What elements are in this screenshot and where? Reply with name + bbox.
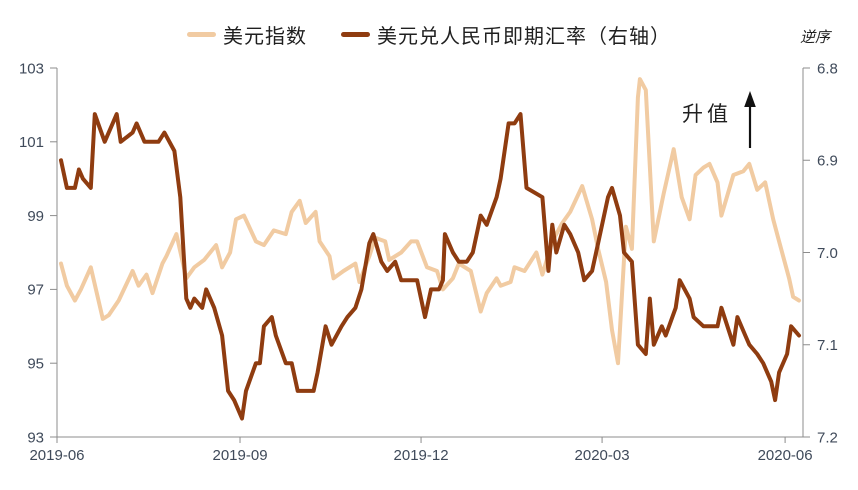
usdcny-line-series — [59, 112, 801, 421]
up-arrow-icon — [744, 91, 756, 148]
left-axis-tick-label: 101 — [19, 134, 44, 151]
right-axis-tick-label: 6.8 — [817, 60, 838, 77]
x-axis-tick-label: 2019-09 — [212, 447, 267, 464]
legend-label-usdcny: 美元兑人民币即期汇率（右轴） — [377, 24, 671, 48]
right-axis-tick-label: 7.1 — [817, 337, 838, 354]
x-axis-tick-label: 2020-06 — [758, 447, 813, 464]
x-axis-tick-label: 2019-06 — [29, 447, 84, 464]
right-axis-reverse-note: 逆序 — [799, 28, 830, 46]
dxy-line-series — [59, 77, 801, 366]
left-axis-tick-label: 103 — [19, 60, 44, 77]
right-axis-tick-label: 7.0 — [817, 245, 838, 262]
left-axis-tick-label: 95 — [27, 355, 44, 372]
x-axis-tick-label: 2019-12 — [394, 447, 449, 464]
x-axis-tick-label: 2020-03 — [575, 447, 630, 464]
left-axis-tick-label: 97 — [27, 282, 44, 299]
right-axis-tick-label: 6.9 — [817, 153, 838, 170]
left-axis-tick-label: 93 — [27, 429, 44, 446]
chart-legend: 美元指数 美元兑人民币即期汇率（右轴） — [0, 20, 858, 49]
right-axis-tick-label: 7.2 — [817, 429, 838, 446]
appreciation-label: 升值 — [682, 102, 732, 126]
appreciation-annotation: 升值 — [682, 90, 758, 150]
legend-label-dxy: 美元指数 — [223, 24, 307, 48]
dxy-line-swatch-icon — [187, 32, 216, 37]
left-axis-tick-label: 99 — [27, 208, 44, 225]
usdcny-line-swatch-icon — [341, 32, 370, 37]
legend-item-usdcny: 美元兑人民币即期汇率（右轴） — [341, 20, 671, 49]
legend-item-dxy: 美元指数 — [187, 20, 307, 49]
